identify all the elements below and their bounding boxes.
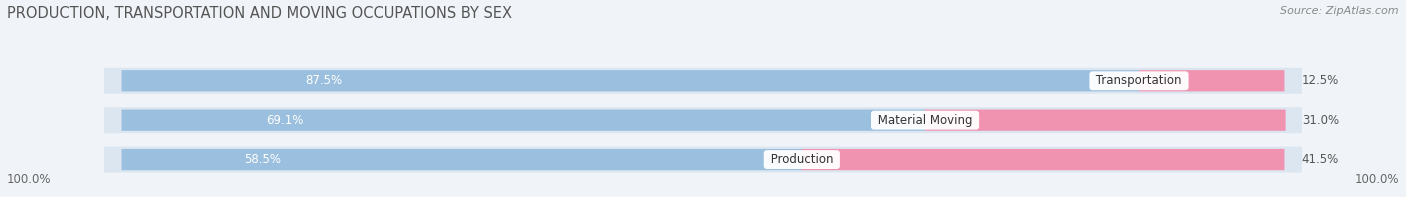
Text: 100.0%: 100.0% (7, 173, 52, 186)
Text: 12.5%: 12.5% (1302, 74, 1339, 87)
FancyBboxPatch shape (925, 110, 1285, 131)
Text: Transportation: Transportation (1092, 74, 1185, 87)
FancyBboxPatch shape (121, 110, 925, 131)
FancyBboxPatch shape (104, 68, 1302, 94)
Text: 69.1%: 69.1% (266, 114, 304, 127)
FancyBboxPatch shape (1139, 70, 1285, 91)
FancyBboxPatch shape (121, 149, 801, 170)
Text: PRODUCTION, TRANSPORTATION AND MOVING OCCUPATIONS BY SEX: PRODUCTION, TRANSPORTATION AND MOVING OC… (7, 6, 512, 21)
Text: 31.0%: 31.0% (1302, 114, 1339, 127)
Text: 87.5%: 87.5% (305, 74, 342, 87)
FancyBboxPatch shape (801, 149, 1285, 170)
FancyBboxPatch shape (121, 70, 1139, 91)
FancyBboxPatch shape (104, 147, 1302, 173)
Text: 100.0%: 100.0% (1354, 173, 1399, 186)
Text: 41.5%: 41.5% (1302, 153, 1339, 166)
Text: Production: Production (766, 153, 837, 166)
Text: Material Moving: Material Moving (875, 114, 976, 127)
Text: 58.5%: 58.5% (245, 153, 281, 166)
Text: Source: ZipAtlas.com: Source: ZipAtlas.com (1281, 6, 1399, 16)
FancyBboxPatch shape (104, 107, 1302, 133)
